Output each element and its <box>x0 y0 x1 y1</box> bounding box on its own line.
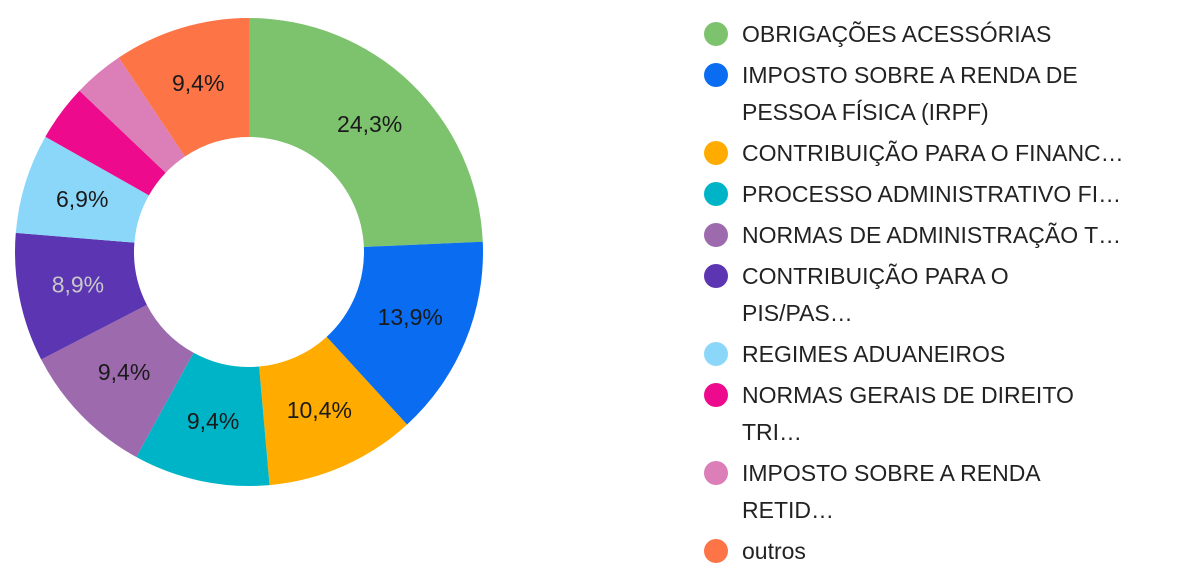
value-label: 9,4% <box>172 70 224 96</box>
donut-slice <box>118 17 250 157</box>
legend-swatch <box>704 461 728 485</box>
donut-slice <box>15 136 149 243</box>
legend-label: CONTRIBUIÇÃO PARA O FINANC… <box>742 140 1124 166</box>
legend-swatch <box>704 223 728 247</box>
value-label: 9,4% <box>98 359 150 385</box>
donut-slice <box>249 18 483 247</box>
legend-swatch <box>704 141 728 165</box>
legend-item: IMPOSTO SOBRE A RENDA DE PESSOA FÍSICA (… <box>704 57 1124 131</box>
donut-slice <box>326 241 483 425</box>
legend-label: OBRIGAÇÕES ACESSÓRIAS <box>742 21 1052 47</box>
legend-label: NORMAS DE ADMINISTRAÇÃO T… <box>742 222 1122 248</box>
value-label: 24,3% <box>337 111 402 137</box>
legend-label: outros <box>742 538 806 564</box>
page: 24,3% 13,9% 10,4% 9,4% 9,4% 8,9% 6,9% 9,4% OBRI… <box>14 17 1124 564</box>
legend-item: CONTRIBUIÇÃO PARA O PIS/PAS… <box>704 258 1124 332</box>
donut-slice <box>14 232 147 360</box>
legend: OBRIGAÇÕES ACESSÓRIAS IMPOSTO SOBRE A REN… <box>704 16 1124 574</box>
legend-swatch <box>704 383 728 407</box>
legend-swatch <box>704 182 728 206</box>
value-label: 10,4% <box>287 397 352 423</box>
legend-swatch <box>704 539 728 563</box>
legend-item: REGIMES ADUANEIROS <box>704 336 1124 373</box>
donut-slice <box>79 57 185 173</box>
value-label: 9,4% <box>187 408 239 434</box>
legend-swatch <box>704 63 728 87</box>
legend-label: IMPOSTO SOBRE A RENDA DE PESSOA FÍSICA (… <box>742 62 1078 125</box>
donut-slice <box>41 304 194 458</box>
legend-item: NORMAS DE ADMINISTRAÇÃO T… <box>704 217 1124 254</box>
value-label: 13,9% <box>378 304 443 330</box>
legend-item: outros <box>704 533 1124 570</box>
chart: 24,3% 13,9% 10,4% 9,4% 9,4% 8,9% 6,9% 9,4% <box>14 17 483 487</box>
legend-swatch <box>704 264 728 288</box>
legend-swatch <box>704 22 728 46</box>
legend-label: CONTRIBUIÇÃO PARA O PIS/PAS… <box>742 263 1009 326</box>
legend-label: REGIMES ADUANEIROS <box>742 341 1006 367</box>
legend-label: NORMAS GERAIS DE DIREITO TRI… <box>742 382 1074 445</box>
donut-slice <box>259 336 408 486</box>
donut-slice <box>45 90 166 196</box>
legend-label: PROCESSO ADMINISTRATIVO FI… <box>742 181 1122 207</box>
donut-slice <box>136 352 270 487</box>
legend-item: CONTRIBUIÇÃO PARA O FINANC… <box>704 135 1124 172</box>
legend-item: IMPOSTO SOBRE A RENDA RETID… <box>704 455 1124 529</box>
legend-swatch <box>704 342 728 366</box>
legend-item: NORMAS GERAIS DE DIREITO TRI… <box>704 377 1124 451</box>
legend-item: OBRIGAÇÕES ACESSÓRIAS <box>704 16 1124 53</box>
value-label: 6,9% <box>56 186 108 212</box>
value-label: 8,9% <box>52 271 104 297</box>
legend-label: IMPOSTO SOBRE A RENDA RETID… <box>742 460 1040 523</box>
legend-item: PROCESSO ADMINISTRATIVO FI… <box>704 176 1124 213</box>
